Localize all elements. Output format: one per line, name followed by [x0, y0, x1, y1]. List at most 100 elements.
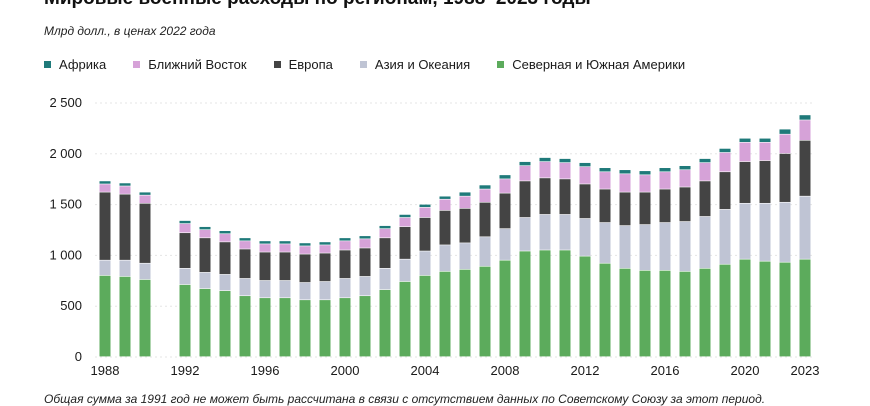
bar-segment-africa-2000 — [339, 238, 351, 241]
bar-segment-americas-2021 — [759, 261, 771, 357]
bar-segment-middle_east-1992 — [179, 223, 191, 233]
bar-segment-middle_east-1996 — [259, 244, 271, 252]
legend-label-europe: Европа — [288, 57, 333, 72]
bar-segment-americas-2023 — [799, 259, 811, 357]
bar-segment-africa-1996 — [259, 241, 271, 244]
bar-segment-americas-2011 — [559, 250, 571, 357]
bar-segment-asia-2017 — [679, 221, 691, 272]
bar-segment-asia-2023 — [799, 196, 811, 259]
bar-segment-middle_east-2017 — [679, 170, 691, 187]
bar-segment-africa-2017 — [679, 165, 691, 170]
bar-segment-asia-1996 — [259, 280, 271, 298]
bar-segment-asia-1997 — [279, 280, 291, 298]
bar-segment-americas-1995 — [239, 296, 251, 357]
bar-segment-asia-2004 — [419, 251, 431, 276]
bar-segment-africa-1993 — [199, 226, 211, 230]
bar-segment-middle_east-1999 — [319, 245, 331, 253]
bar-segment-middle_east-2018 — [699, 162, 711, 181]
bar-segment-americas-2009 — [519, 251, 531, 357]
bar-segment-middle_east-2009 — [519, 165, 531, 181]
bar-segment-asia-2022 — [779, 202, 791, 262]
bar-segment-europe-2016 — [659, 189, 671, 223]
bar-segment-middle_east-2021 — [759, 142, 771, 161]
bar-segment-americas-2000 — [339, 298, 351, 357]
bar-segment-middle_east-2005 — [439, 199, 451, 211]
bar-segment-europe-2011 — [559, 179, 571, 215]
bar-segment-africa-1988 — [99, 181, 111, 184]
bar-segment-europe-1994 — [219, 242, 231, 275]
y-tick-label: 2 000 — [49, 146, 82, 161]
bar-segment-americas-2017 — [679, 271, 691, 357]
footnote: Общая сумма за 1991 год не может быть ра… — [44, 392, 766, 406]
bar-segment-africa-2005 — [439, 196, 451, 199]
bar-segment-middle_east-1988 — [99, 184, 111, 192]
bar-segment-americas-2001 — [359, 296, 371, 357]
bar-segment-americas-1999 — [319, 300, 331, 357]
bar-segment-africa-2004 — [419, 204, 431, 208]
bar-segment-americas-1997 — [279, 298, 291, 357]
bar-segment-asia-2020 — [739, 203, 751, 259]
bar-segment-americas-2008 — [499, 260, 511, 357]
bar-segment-americas-1989 — [119, 276, 131, 357]
bar-segment-europe-2000 — [339, 250, 351, 279]
bar-segment-americas-2020 — [739, 259, 751, 357]
bar-segment-africa-2002 — [379, 225, 391, 229]
x-tick-label: 2016 — [651, 363, 680, 378]
bar-segment-asia-2019 — [719, 209, 731, 264]
bar-segment-africa-1999 — [319, 242, 331, 245]
bar-segment-americas-2010 — [539, 250, 551, 357]
bar-segment-africa-2011 — [559, 158, 571, 163]
chart-title: Мировые военные расходы по регионам, 198… — [44, 0, 591, 10]
bar-segment-asia-2010 — [539, 214, 551, 250]
bar-segment-africa-2018 — [699, 158, 711, 163]
bar-segment-africa-1998 — [299, 243, 311, 246]
bar-segment-asia-1998 — [299, 282, 311, 300]
bar-segment-asia-1993 — [199, 272, 211, 289]
legend-label-middle-east: Ближний Восток — [148, 57, 247, 72]
y-tick-label: 0 — [75, 349, 82, 364]
bar-segment-americas-2018 — [699, 268, 711, 357]
bar-segment-europe-2007 — [479, 202, 491, 237]
bar-segment-middle_east-2002 — [379, 228, 391, 238]
legend-swatch-middle-east — [133, 61, 141, 68]
legend-item-africa: Африка — [44, 57, 106, 72]
bar-segment-asia-1992 — [179, 268, 191, 285]
bar-segment-europe-1999 — [319, 253, 331, 282]
x-tick-label: 1988 — [91, 363, 120, 378]
bar-segment-americas-2004 — [419, 275, 431, 357]
bar-segment-asia-2011 — [559, 214, 571, 250]
bar-segment-africa-2023 — [799, 115, 811, 120]
bar-segment-africa-1989 — [119, 183, 131, 186]
bar-segment-asia-2009 — [519, 217, 531, 251]
bar-segment-europe-2019 — [719, 172, 731, 210]
bar-segment-asia-2012 — [579, 218, 591, 256]
bar-segment-middle_east-2008 — [499, 179, 511, 193]
legend-swatch-europe — [273, 61, 281, 68]
y-tick-label: 500 — [60, 298, 82, 313]
bar-segment-asia-2005 — [439, 245, 451, 272]
bar-segment-middle_east-2022 — [779, 134, 791, 154]
bar-segment-africa-1994 — [219, 231, 231, 234]
bar-segment-americas-2016 — [659, 270, 671, 357]
bar-segment-americas-2015 — [639, 270, 651, 357]
bar-segment-africa-2019 — [719, 148, 731, 153]
bar-segment-africa-1992 — [179, 220, 191, 224]
bar-segment-middle_east-2016 — [659, 172, 671, 189]
legend-item-europe: Европа — [273, 57, 333, 72]
bar-segment-middle_east-1995 — [239, 241, 251, 249]
bar-segment-europe-2020 — [739, 161, 751, 203]
x-tick-label: 2023 — [791, 363, 820, 378]
bar-segment-europe-2023 — [799, 140, 811, 196]
bar-segment-africa-2015 — [639, 171, 651, 175]
legend-item-americas: Северная и Южная Америки — [497, 57, 685, 72]
bar-segment-middle_east-2011 — [559, 162, 571, 179]
bar-segment-asia-1989 — [119, 260, 131, 277]
bar-segment-americas-2019 — [719, 264, 731, 357]
bar-segment-americas-1988 — [99, 275, 111, 357]
bar-segment-europe-1998 — [299, 254, 311, 283]
bar-segment-europe-1989 — [119, 194, 131, 260]
x-tick-label: 2000 — [331, 363, 360, 378]
bar-segment-asia-2006 — [459, 243, 471, 270]
bar-segment-europe-2010 — [539, 178, 551, 215]
bar-segment-asia-2000 — [339, 278, 351, 298]
